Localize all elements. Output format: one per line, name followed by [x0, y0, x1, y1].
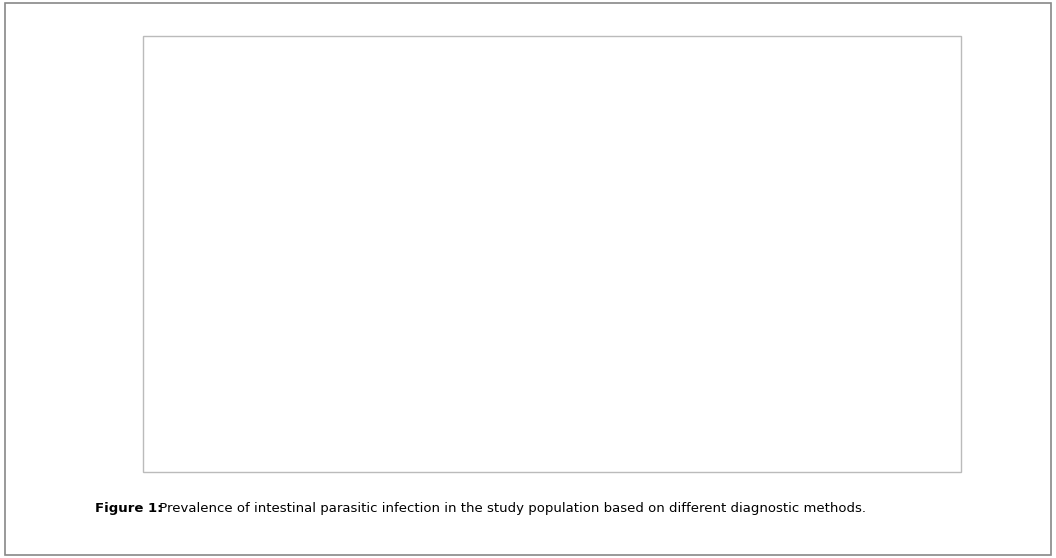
Bar: [312, 214, 352, 416]
Bar: [494, 327, 534, 416]
Bar: [596, 400, 636, 416]
Legend: Examen direct, Concentration Ritchie, PCR: Examen direct, Concentration Ritchie, PC…: [765, 103, 923, 164]
Bar: [636, 392, 676, 416]
Text: Prevalence of intestinal parasitic infection in the study population based on di: Prevalence of intestinal parasitic infec…: [155, 502, 866, 515]
Bar: [271, 359, 312, 416]
Bar: [231, 367, 271, 416]
Text: Figure 1:: Figure 1:: [95, 502, 163, 515]
Bar: [676, 319, 716, 416]
Bar: [818, 367, 859, 416]
Bar: [778, 383, 818, 416]
Bar: [859, 85, 899, 416]
